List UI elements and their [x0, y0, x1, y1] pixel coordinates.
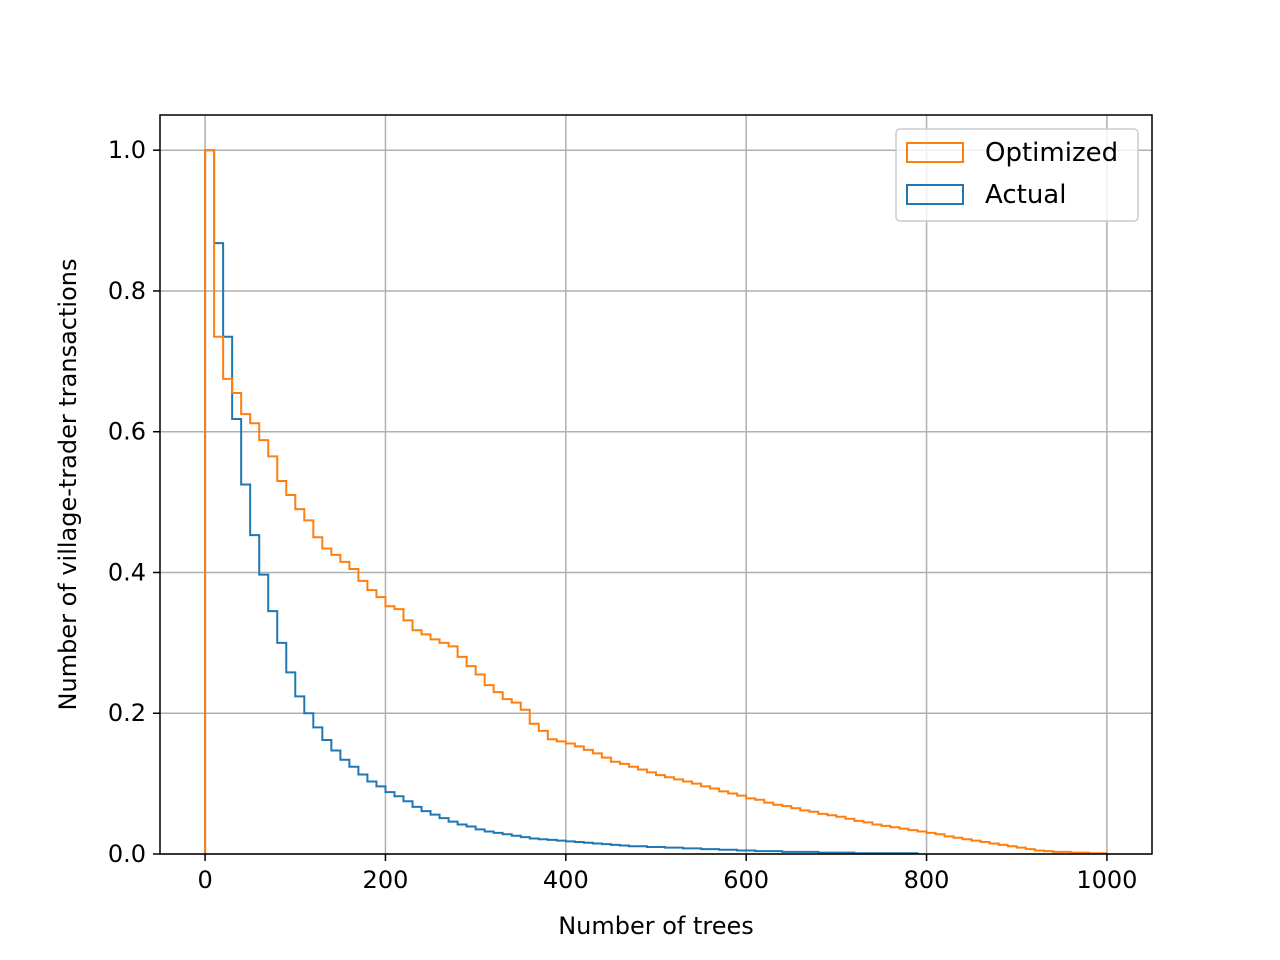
x-tick-label: 200 [363, 866, 409, 894]
legend-swatch-optimized [906, 142, 964, 163]
x-tick-label: 0 [197, 866, 212, 894]
legend-swatch-actual [906, 184, 964, 205]
y-axis: 0.0 0.2 0.4 0.6 0.8 1.0 [108, 136, 160, 868]
plot-frame [159, 114, 1153, 855]
y-tick-label: 1.0 [108, 136, 146, 164]
y-tick-label: 0.8 [108, 277, 146, 305]
y-tick-label: 0.0 [108, 840, 146, 868]
x-axis: 0 200 400 600 800 1000 [197, 854, 1137, 894]
y-tick-label: 0.4 [108, 558, 146, 586]
x-tick-label: 800 [904, 866, 950, 894]
x-tick-label: 400 [543, 866, 589, 894]
series-actual-step [204, 149, 919, 855]
y-axis-label: Number of village-trader transactions [54, 259, 82, 711]
legend-label-optimized: Optimized [985, 138, 1118, 168]
legend-label-actual: Actual [985, 180, 1066, 210]
grid-lines [160, 115, 1152, 855]
series-layer [204, 149, 1108, 855]
x-tick-label: 600 [723, 866, 769, 894]
legend: Optimized Actual [895, 128, 1139, 222]
series-optimized-step [204, 149, 1108, 855]
y-tick-label: 0.6 [108, 418, 146, 446]
legend-box [895, 128, 1139, 222]
y-tick-label: 0.2 [108, 699, 146, 727]
x-axis-label: Number of trees [558, 912, 754, 940]
x-tick-label: 1000 [1076, 866, 1137, 894]
